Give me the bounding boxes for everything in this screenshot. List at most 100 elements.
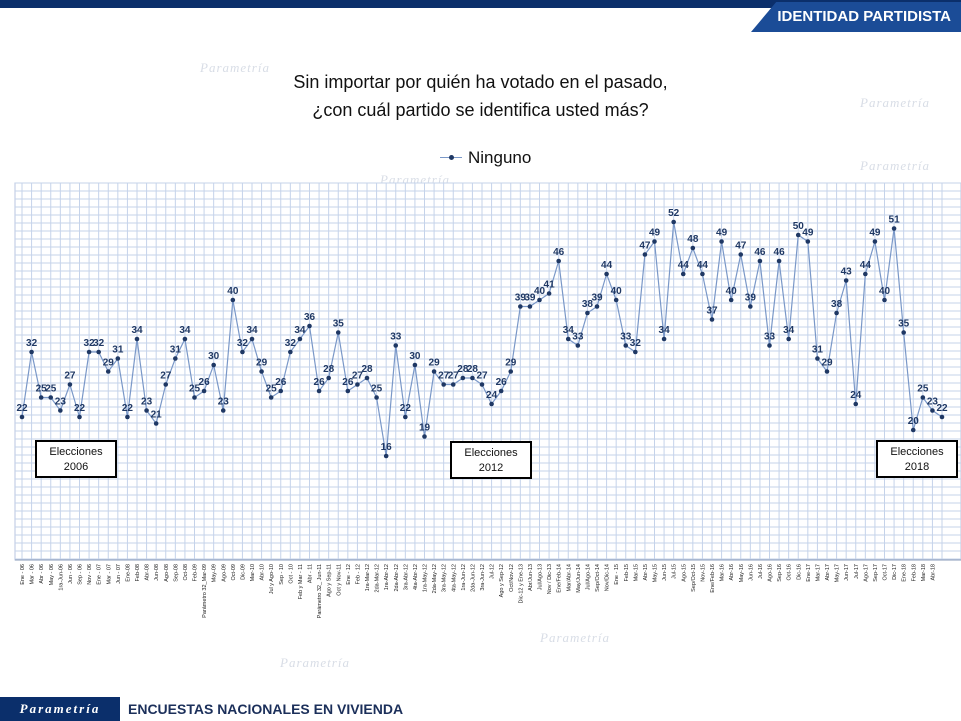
data-point bbox=[441, 382, 446, 387]
data-point bbox=[565, 336, 571, 342]
data-point bbox=[431, 369, 437, 374]
x-tick-label: Nov - 06 bbox=[87, 564, 93, 585]
data-label: 23 bbox=[141, 397, 153, 408]
data-label: 30 bbox=[409, 351, 421, 362]
data-point bbox=[211, 362, 216, 368]
data-label: 32 bbox=[84, 338, 96, 349]
data-label: 22 bbox=[122, 403, 134, 414]
x-tick-label: Ago-09 bbox=[221, 564, 227, 582]
data-point bbox=[930, 408, 935, 413]
x-tick-label: Oct y Nov-11 bbox=[336, 564, 342, 596]
data-label: 34 bbox=[131, 325, 143, 336]
data-label: 49 bbox=[802, 228, 814, 239]
data-label: 25 bbox=[189, 384, 201, 395]
election-box-2012: Elecciones 2012 bbox=[450, 441, 532, 479]
footer: Parametría ENCUESTAS NACIONALES EN VIVIE… bbox=[0, 697, 961, 721]
election-year: 2018 bbox=[904, 461, 930, 473]
data-point bbox=[537, 297, 542, 303]
data-point bbox=[805, 239, 811, 244]
x-tick-label: 3ra-May-12 bbox=[442, 564, 448, 592]
x-tick-label: Jul/Ago-14 bbox=[585, 564, 591, 590]
watermark-text: Parametría bbox=[540, 630, 610, 645]
data-label: 44 bbox=[601, 260, 613, 271]
data-point bbox=[19, 414, 25, 420]
question-line-2: ¿con cuál partido se identifica usted má… bbox=[312, 100, 649, 120]
x-tick-label: Abr - 06 bbox=[39, 564, 45, 584]
data-label: 33 bbox=[572, 332, 584, 343]
data-point bbox=[652, 239, 657, 244]
legend: Ninguno bbox=[440, 148, 531, 168]
data-point bbox=[508, 369, 514, 374]
data-point bbox=[240, 349, 245, 355]
data-label: 32 bbox=[630, 338, 642, 349]
data-point bbox=[556, 258, 561, 264]
x-tick-label: Abr-17 bbox=[825, 564, 831, 581]
data-point bbox=[518, 304, 523, 309]
data-point bbox=[767, 343, 772, 348]
data-label: 41 bbox=[544, 280, 556, 291]
x-tick-label: Jun - 06 bbox=[68, 564, 74, 584]
data-label: 33 bbox=[620, 332, 632, 343]
data-point bbox=[594, 304, 600, 309]
data-point bbox=[173, 356, 178, 361]
data-point bbox=[307, 323, 312, 329]
data-label: 49 bbox=[649, 228, 661, 239]
data-label: 46 bbox=[754, 247, 766, 258]
data-point bbox=[403, 414, 408, 420]
data-label: 25 bbox=[36, 384, 48, 395]
x-tick-label: Dic-16 bbox=[796, 564, 802, 580]
data-label: 37 bbox=[706, 306, 718, 317]
x-tick-label: Abr-18 bbox=[930, 564, 936, 581]
data-label: 40 bbox=[611, 286, 623, 297]
x-tick-label: Abr-10 bbox=[260, 564, 266, 581]
x-tick-label: Dic-12 y Ene-13 bbox=[518, 564, 524, 603]
x-tick-label: Oct-09 bbox=[231, 564, 237, 581]
election-label: Elecciones bbox=[890, 446, 944, 458]
x-tick-label: Jul/Ago-13 bbox=[538, 564, 544, 590]
x-tick-label: Jun-16 bbox=[748, 564, 754, 581]
data-label: 29 bbox=[821, 358, 833, 369]
data-label: 32 bbox=[93, 338, 105, 349]
data-point bbox=[843, 278, 849, 283]
data-label: 29 bbox=[429, 358, 441, 369]
x-tick-label: Mar-16 bbox=[720, 564, 726, 581]
data-point bbox=[125, 414, 130, 420]
x-tick-label: Nov/Dic-14 bbox=[605, 564, 611, 591]
watermark-text: Parametría bbox=[280, 655, 350, 670]
data-point bbox=[680, 271, 686, 277]
data-point bbox=[326, 375, 331, 381]
data-label: 46 bbox=[553, 247, 565, 258]
election-year: 2006 bbox=[63, 461, 89, 473]
x-tick-label: Ago-15 bbox=[681, 564, 687, 582]
data-point bbox=[259, 369, 264, 374]
data-label: 49 bbox=[716, 228, 728, 239]
watermark-text: Parametría bbox=[860, 95, 930, 110]
x-tick-label: Oct-08 bbox=[183, 564, 189, 581]
data-point bbox=[920, 395, 926, 400]
data-point bbox=[479, 382, 485, 387]
data-point bbox=[690, 245, 696, 251]
data-label: 28 bbox=[361, 364, 373, 375]
data-point bbox=[719, 239, 724, 244]
data-label: 19 bbox=[419, 423, 431, 434]
election-box-2018: Elecciones 2018 bbox=[876, 440, 958, 478]
data-point bbox=[105, 369, 111, 374]
data-label: 47 bbox=[735, 241, 747, 252]
data-label: 50 bbox=[793, 221, 805, 232]
data-point bbox=[700, 271, 705, 277]
data-point bbox=[355, 382, 360, 387]
data-label: 48 bbox=[687, 234, 699, 245]
data-label: 44 bbox=[860, 260, 872, 271]
x-tick-label: Ago-08 bbox=[164, 564, 170, 582]
x-tick-label: Ene - 07 bbox=[97, 564, 103, 585]
data-label: 23 bbox=[927, 397, 939, 408]
data-point bbox=[96, 349, 101, 355]
data-point bbox=[288, 349, 293, 355]
data-label: 34 bbox=[179, 325, 191, 336]
x-tick-label: Mar-10 bbox=[250, 564, 256, 581]
x-tick-label: Sep/Oct-15 bbox=[691, 564, 697, 592]
x-tick-label: Sep - 10 bbox=[279, 564, 285, 585]
data-label: 22 bbox=[16, 403, 28, 414]
data-point bbox=[853, 401, 859, 407]
data-point bbox=[163, 382, 169, 387]
